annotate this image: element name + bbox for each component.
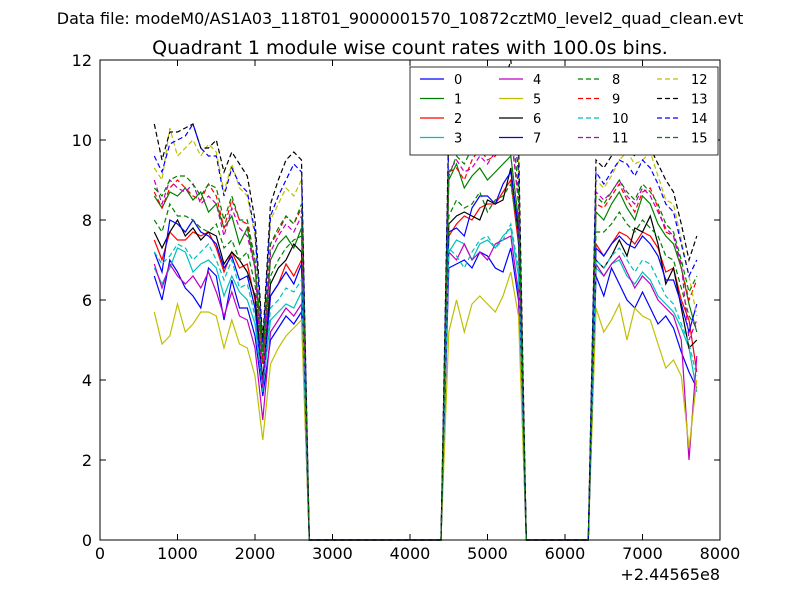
x-tick-label: 6000 — [545, 544, 586, 563]
x-offset-label: +2.44565e8 — [620, 565, 720, 584]
legend-label-12: 12 — [691, 73, 708, 88]
x-tick-label: 5000 — [467, 544, 508, 563]
x-tick-label: 1000 — [157, 544, 198, 563]
axes-ticks: 0 1000 2000 3000 4000 5000 6000 7000 80000246810… — [72, 51, 741, 563]
legend-label-10: 10 — [612, 112, 629, 127]
series-line-8 — [153, 182, 698, 541]
x-tick-label: 7000 — [622, 544, 663, 563]
x-tick-label: 4000 — [390, 544, 431, 563]
y-tick-label: 6 — [82, 291, 92, 310]
legend-label-0: 0 — [454, 73, 462, 88]
legend-label-6: 6 — [533, 112, 541, 127]
y-tick-label: 2 — [82, 451, 92, 470]
legend-label-9: 9 — [612, 93, 620, 108]
legend-label-7: 7 — [533, 132, 541, 147]
legend-label-1: 1 — [454, 93, 462, 108]
legend-label-8: 8 — [612, 73, 620, 88]
series-line-4 — [153, 235, 698, 541]
y-tick-label: 12 — [72, 51, 92, 70]
series-line-7 — [153, 170, 698, 541]
series-line-2 — [153, 178, 698, 541]
series-line-0 — [153, 247, 698, 541]
legend-label-3: 3 — [454, 132, 462, 147]
series-line-15 — [153, 115, 698, 541]
y-tick-label: 10 — [72, 131, 92, 150]
x-tick-label: 2000 — [235, 544, 276, 563]
legend-label-15: 15 — [691, 132, 708, 147]
series-line-11 — [153, 125, 698, 541]
series-line-5 — [153, 271, 698, 541]
x-tick-label: 3000 — [312, 544, 353, 563]
series-line-3 — [153, 226, 698, 541]
series-line-6 — [153, 167, 698, 541]
legend-label-11: 11 — [612, 132, 629, 147]
legend-frame — [409, 66, 719, 156]
legend-label-4: 4 — [533, 73, 541, 88]
legend-label-5: 5 — [533, 93, 541, 108]
legend-label-2: 2 — [454, 112, 462, 127]
figure-suptitle: Data file: modeM0/AS1A03_118T01_90000015… — [57, 9, 743, 29]
series-line-1 — [153, 154, 698, 541]
y-tick-label: 8 — [82, 211, 92, 230]
chart-title: Quadrant 1 module wise count rates with … — [152, 37, 668, 59]
y-tick-label: 0 — [82, 531, 92, 550]
series-line-10 — [153, 222, 698, 541]
x-tick-label: 8000 — [700, 544, 741, 563]
y-tick-label: 4 — [82, 371, 92, 390]
x-tick-label: 0 — [95, 544, 105, 563]
legend-label-14: 14 — [691, 112, 708, 127]
series-line-12 — [153, 83, 698, 541]
legend-label-13: 13 — [691, 93, 708, 108]
